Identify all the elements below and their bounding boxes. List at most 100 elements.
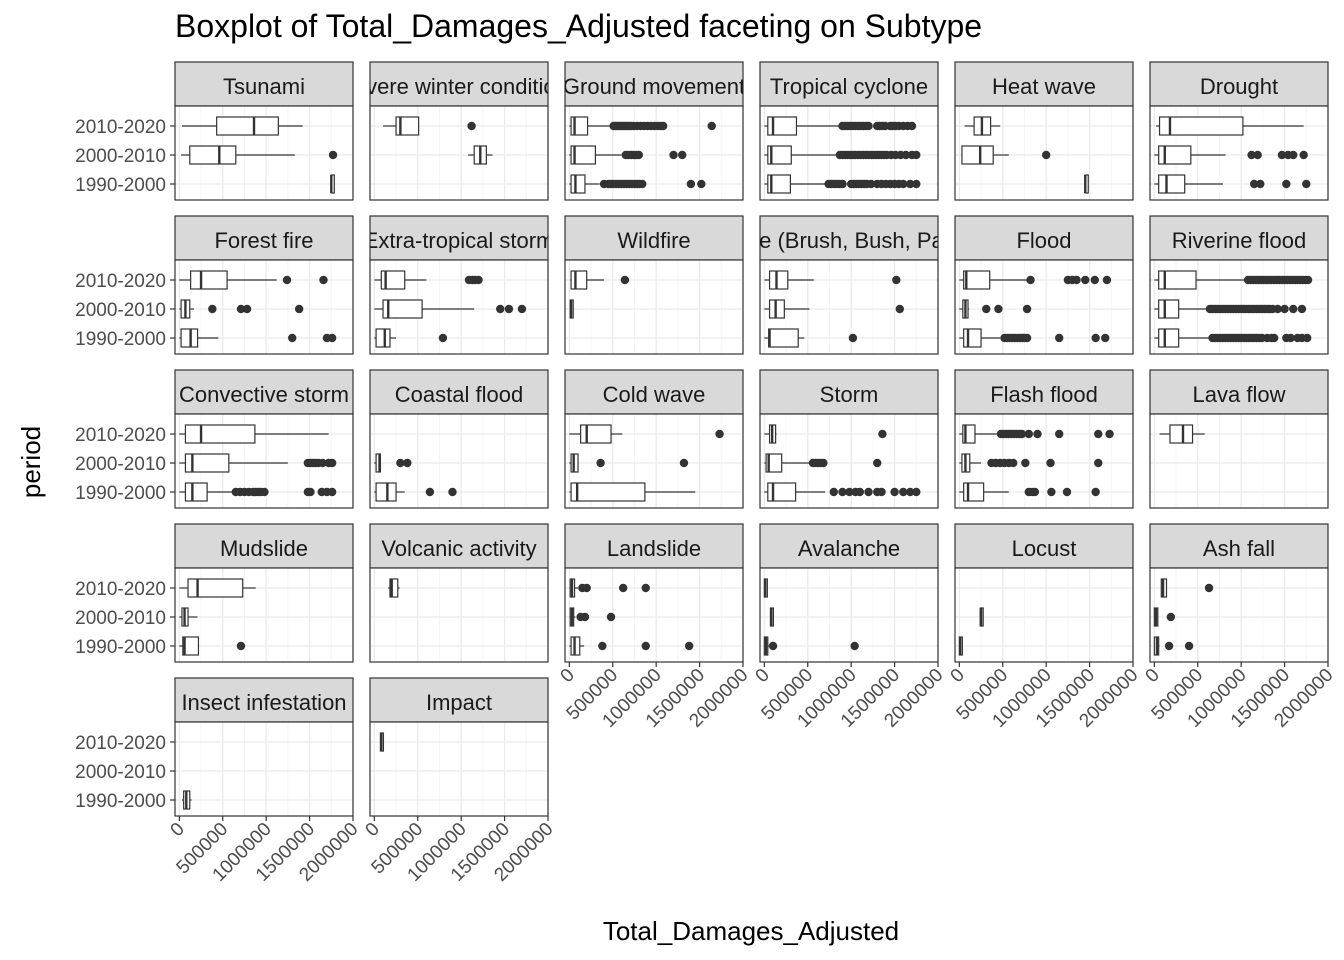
facet-panel: Tropical cyclone bbox=[759, 61, 939, 201]
outlier-point bbox=[1280, 304, 1289, 314]
outlier-point bbox=[1054, 429, 1064, 439]
y-tick-label: 1990-2000 bbox=[75, 483, 166, 504]
panel-border bbox=[759, 105, 939, 201]
panel-border bbox=[1149, 259, 1329, 355]
facet-strip-label: Heat wave bbox=[992, 74, 1096, 99]
outlier-point bbox=[895, 304, 904, 314]
outlier-point bbox=[1297, 304, 1307, 314]
outlier-point bbox=[684, 641, 694, 651]
facet-strip bbox=[564, 61, 744, 107]
facet-strip-label: Ash fall bbox=[1203, 536, 1275, 561]
boxplot-1990-2000 bbox=[1153, 636, 1194, 656]
facet-strip-label: Tropical cyclone bbox=[770, 74, 928, 99]
facet-strip bbox=[564, 369, 744, 415]
box-iqr bbox=[765, 453, 783, 473]
outlier-point bbox=[1299, 150, 1308, 160]
facet-panel: Flood bbox=[954, 215, 1134, 355]
outlier-point bbox=[598, 641, 607, 651]
facet-strip bbox=[954, 523, 1134, 569]
box-iqr bbox=[1158, 145, 1192, 165]
facet-strip-label: Locust bbox=[1012, 536, 1077, 561]
panel-border bbox=[369, 259, 549, 355]
facet-panel: Coastal flood bbox=[369, 369, 549, 509]
outlier-point bbox=[1249, 179, 1259, 189]
boxplot-1990-2000 bbox=[958, 636, 963, 656]
boxplot-2000-2010 bbox=[179, 453, 337, 473]
boxplot-2010-2020 bbox=[959, 270, 1112, 290]
outlier-point bbox=[873, 458, 882, 468]
panel-border bbox=[954, 413, 1134, 509]
facet-strip bbox=[369, 61, 549, 107]
outlier-point bbox=[715, 429, 724, 439]
facet-strip-label: Wildfire (Brush, Bush, Pasture) bbox=[698, 228, 1000, 253]
box-iqr bbox=[1158, 174, 1186, 194]
panel-border bbox=[1149, 413, 1329, 509]
panel-border bbox=[954, 105, 1134, 201]
y-tick-label: 2000-2010 bbox=[75, 762, 166, 783]
outlier-point bbox=[319, 275, 328, 285]
outlier-point bbox=[768, 641, 778, 651]
outlier-point bbox=[1269, 333, 1279, 343]
outlier-point bbox=[1021, 458, 1030, 468]
facet-strip-label: Flood bbox=[1016, 228, 1071, 253]
y-tick-label: 2000-2010 bbox=[75, 454, 166, 475]
outlier-point bbox=[496, 304, 505, 314]
outlier-point bbox=[1166, 612, 1176, 622]
outlier-point bbox=[641, 583, 650, 593]
outlier-point bbox=[1054, 333, 1064, 343]
box-iqr bbox=[189, 145, 237, 165]
x-axis-title: Total_Damages_Adjusted bbox=[603, 916, 899, 946]
outlier-point bbox=[850, 641, 859, 651]
boxplot-1990-2000 bbox=[569, 636, 694, 656]
facet-panel: Insect infestation 2010-2020 2000-2010 1990… bbox=[75, 677, 363, 886]
outlier-point bbox=[1286, 333, 1295, 343]
facet-panel: Cold wave bbox=[564, 369, 744, 509]
facet-strip-label: Insect infestation bbox=[181, 690, 346, 715]
box-iqr bbox=[768, 299, 785, 319]
panel-border bbox=[174, 259, 354, 355]
box-iqr bbox=[1169, 424, 1194, 444]
outlier-point bbox=[504, 304, 514, 314]
boxplot-1990-2000 bbox=[959, 328, 1110, 348]
box-iqr bbox=[961, 145, 994, 165]
boxplot-2010-2020 bbox=[569, 116, 716, 136]
boxplot-2000-2010 bbox=[769, 607, 775, 627]
boxplot-2010-2020 bbox=[763, 578, 768, 598]
outlier-point bbox=[1101, 333, 1110, 343]
boxplot-1990-2000 bbox=[181, 790, 192, 810]
y-tick-label: 2010-2020 bbox=[75, 579, 166, 600]
outlier-point bbox=[866, 179, 876, 189]
outlier-point bbox=[596, 458, 605, 468]
y-tick-label: 1990-2000 bbox=[75, 791, 166, 812]
facet-strip bbox=[369, 369, 549, 415]
facet-strip-label: Landslide bbox=[607, 536, 701, 561]
boxplot-2000-2010 bbox=[961, 145, 1051, 165]
panel-border bbox=[369, 567, 549, 663]
outlier-point bbox=[282, 275, 292, 285]
box-iqr bbox=[963, 328, 982, 348]
outlier-point bbox=[669, 150, 678, 160]
facet-strip-label: Flash flood bbox=[990, 382, 1098, 407]
boxplot-2000-2010 bbox=[959, 299, 1032, 319]
outlier-point bbox=[1247, 150, 1256, 160]
outlier-point bbox=[819, 458, 828, 468]
outlier-point bbox=[838, 487, 847, 497]
box-iqr bbox=[182, 636, 200, 656]
boxplot-2000-2010 bbox=[979, 607, 984, 627]
facet-strip-label: Cold wave bbox=[603, 382, 706, 407]
panel-border bbox=[759, 413, 939, 509]
outlier-point bbox=[1164, 641, 1174, 651]
boxplot-2010-2020 bbox=[179, 578, 256, 598]
facet-strip bbox=[759, 215, 939, 261]
facet-strip bbox=[174, 677, 354, 723]
boxplot-2010-2020 bbox=[764, 116, 917, 136]
boxplot-1990-2000 bbox=[330, 174, 335, 194]
x-tick-label: 0 bbox=[752, 665, 774, 687]
box-iqr bbox=[1158, 328, 1180, 348]
outlier-point bbox=[1081, 275, 1090, 285]
box-iqr bbox=[1158, 270, 1197, 290]
outlier-point bbox=[697, 179, 706, 189]
facet-strip bbox=[369, 215, 549, 261]
outlier-point bbox=[638, 179, 647, 189]
outlier-point bbox=[982, 304, 991, 314]
